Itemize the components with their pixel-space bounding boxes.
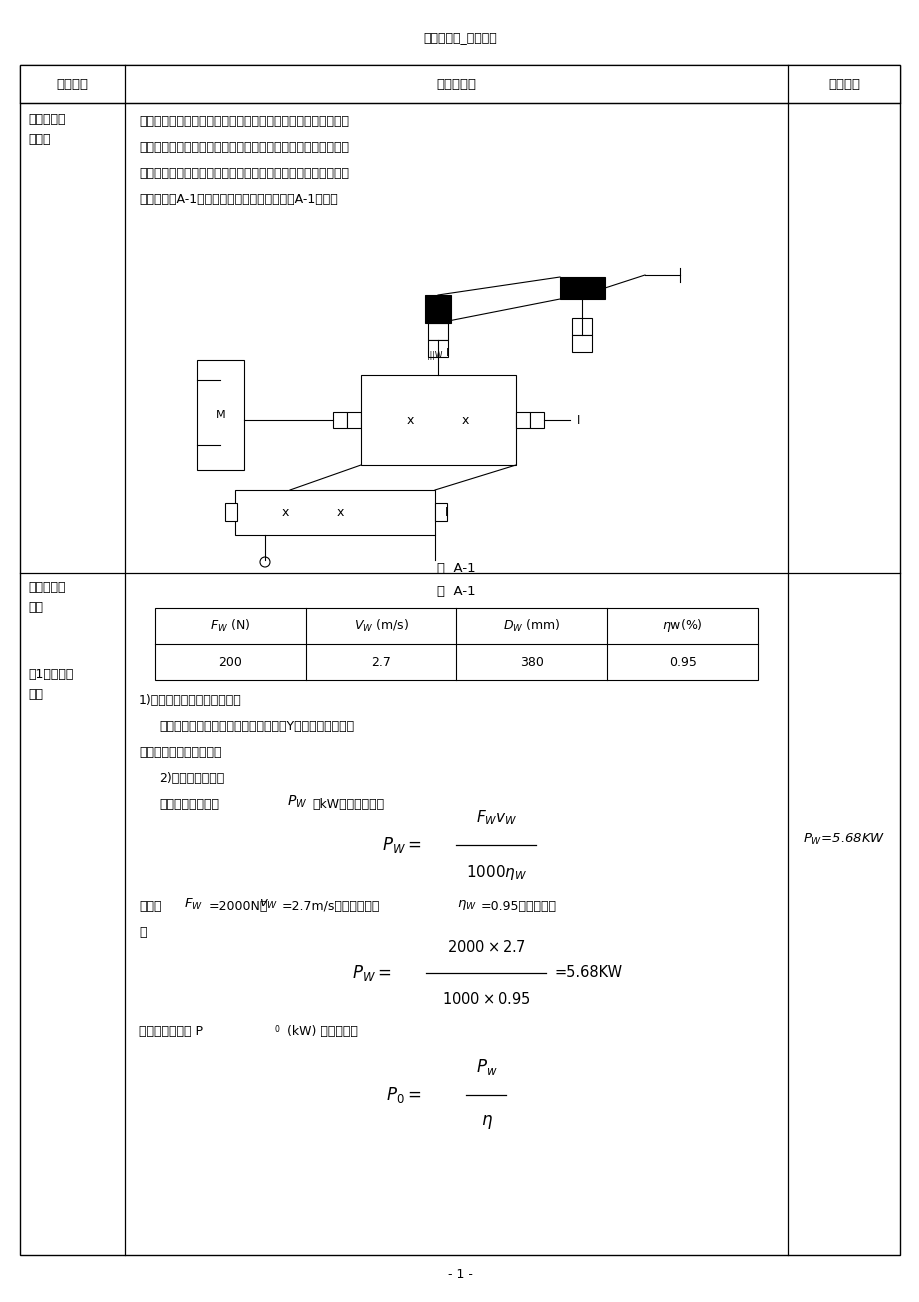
Text: =5.68KW: =5.68KW: [554, 965, 622, 980]
Text: 0.95: 0.95: [668, 655, 696, 668]
Text: $1000\eta_W$: $1000\eta_W$: [465, 863, 527, 881]
Text: 计算及说明: 计算及说明: [436, 78, 476, 91]
Text: 的布置如图A-1所示，带式输送机各参数如表A-1所示。: 的布置如图A-1所示，带式输送机各参数如表A-1所示。: [139, 193, 337, 206]
Text: 设计项目: 设计项目: [56, 78, 88, 91]
Text: =2.7m/s，带式输送机: =2.7m/s，带式输送机: [282, 900, 380, 913]
Text: I: I: [445, 506, 448, 519]
Text: $D_W$ (mm): $D_W$ (mm): [503, 618, 560, 634]
Text: 动机: 动机: [28, 602, 43, 615]
Text: 图  A-1: 图 A-1: [437, 562, 475, 575]
Text: $F_W$ (N): $F_W$ (N): [210, 618, 250, 634]
Text: 根据工作要求和条件，选用一般用途的Y系列三相异步电动: 根据工作要求和条件，选用一般用途的Y系列三相异步电动: [159, 720, 354, 733]
Text: 1)选择电动机类型和结构形式: 1)选择电动机类型和结构形式: [139, 694, 242, 707]
Text: $F_W$: $F_W$: [184, 897, 203, 913]
Bar: [197, 359, 244, 470]
Text: $v_W$: $v_W$: [259, 898, 278, 911]
Text: 动机: 动机: [28, 687, 43, 700]
Text: =0.95，代入上式: =0.95，代入上式: [481, 900, 556, 913]
Text: $P_W$: $P_W$: [287, 794, 307, 810]
Text: $F_Wv_W$: $F_Wv_W$: [475, 809, 516, 827]
Text: 机械传动装置一般由原动机、传动装置、工作机和机架四部分组: 机械传动装置一般由原动机、传动装置、工作机和机架四部分组: [139, 115, 348, 128]
Text: I: I: [576, 414, 580, 427]
Text: M: M: [216, 410, 225, 421]
Text: $\eta_W$: $\eta_W$: [457, 898, 476, 911]
Text: 2.7: 2.7: [370, 655, 391, 668]
Bar: [560, 277, 605, 299]
Text: 2)确定电动机功率: 2)确定电动机功率: [159, 772, 224, 785]
Text: （kW）按下式计算: （kW）按下式计算: [312, 798, 384, 811]
Bar: [154, 608, 757, 680]
Bar: [427, 323, 448, 340]
Bar: [346, 411, 360, 428]
Text: 一、确定传: 一、确定传: [28, 113, 65, 126]
Text: x: x: [281, 506, 289, 519]
Text: 二、选择电: 二、选择电: [28, 581, 65, 594]
Bar: [360, 375, 516, 465]
Text: =2000N，: =2000N，: [209, 900, 268, 913]
Text: 的特点，带传动安排在高速级，齿轮传动放在低速级。传动装置: 的特点，带传动安排在高速级，齿轮传动放在低速级。传动装置: [139, 167, 348, 180]
Text: 成。单机圆柱齿轮减速器由带轮和齿轮传动组成，根据各种传动: 成。单机圆柱齿轮减速器由带轮和齿轮传动组成，根据各种传动: [139, 141, 348, 154]
Text: $P_0=$: $P_0=$: [386, 1085, 421, 1105]
Text: I: I: [446, 348, 449, 358]
Text: $P_W$=5.68KW: $P_W$=5.68KW: [802, 832, 884, 848]
Text: $P_W=$: $P_W=$: [381, 835, 421, 855]
Bar: [225, 503, 237, 521]
Text: $1000\times0.95$: $1000\times0.95$: [442, 991, 530, 1006]
Bar: [20, 65, 899, 103]
Bar: [435, 503, 447, 521]
Text: 主要结果: 主要结果: [827, 78, 859, 91]
Bar: [529, 411, 543, 428]
Bar: [234, 490, 435, 535]
Text: $\eta$: $\eta$: [480, 1113, 492, 1131]
Text: 380: 380: [519, 655, 543, 668]
Text: 200: 200: [218, 655, 242, 668]
Text: 电动机所需功率 P: 电动机所需功率 P: [139, 1025, 203, 1038]
Text: 工作机所需的功率: 工作机所需的功率: [159, 798, 219, 811]
Text: $P_W=$: $P_W=$: [352, 962, 391, 983]
Text: 式中，: 式中，: [139, 900, 162, 913]
Bar: [572, 318, 591, 335]
Bar: [516, 411, 529, 428]
Text: - 1 -: - 1 -: [447, 1268, 472, 1281]
Text: x: x: [460, 414, 468, 427]
Text: （1）选择电: （1）选择电: [28, 668, 74, 681]
Text: 带式输送机_课程设计: 带式输送机_课程设计: [423, 31, 496, 44]
Text: 机，结构为卧室封闭结构: 机，结构为卧室封闭结构: [139, 746, 221, 759]
Text: $V_W$ (m/s): $V_W$ (m/s): [353, 618, 408, 634]
Text: 动方案: 动方案: [28, 133, 51, 146]
Text: |||W: |||W: [426, 350, 442, 359]
Text: 表  A-1: 表 A-1: [437, 585, 475, 598]
Text: $_0$: $_0$: [274, 1023, 280, 1036]
Bar: [333, 411, 346, 428]
Bar: [572, 335, 591, 352]
Text: $2000\times2.7$: $2000\times2.7$: [447, 939, 525, 954]
Text: (kW) 按下式计算: (kW) 按下式计算: [287, 1025, 357, 1038]
Bar: [427, 340, 448, 357]
Text: x: x: [336, 506, 344, 519]
Text: 得: 得: [139, 926, 146, 939]
Text: x: x: [406, 414, 414, 427]
Text: $\eta$w(%): $\eta$w(%): [662, 617, 702, 634]
Bar: [425, 296, 450, 323]
Text: $P_w$: $P_w$: [475, 1057, 497, 1077]
